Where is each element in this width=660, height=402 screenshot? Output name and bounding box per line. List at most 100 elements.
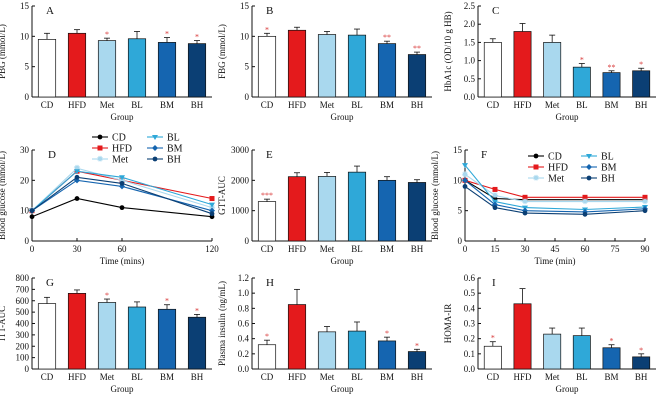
- x-tick-label: BL: [351, 100, 363, 110]
- x-tick-label: BH: [411, 372, 424, 382]
- panel-H: H 0.0 0.2 0.4 0.6 0.8 1.0 1.2 Plasma insulin (ng…: [217, 273, 432, 394]
- bar-BL: [127, 38, 147, 98]
- bar-BL: [572, 335, 591, 370]
- significance-mark: *: [105, 291, 109, 300]
- x-tick-label: HFD: [68, 372, 87, 382]
- y-tick-label: 2000: [231, 175, 250, 185]
- point-BL: [209, 202, 215, 208]
- legend-label-BL: BL: [601, 152, 614, 163]
- point-BL: [462, 163, 468, 169]
- series-line-BL: [31, 170, 213, 212]
- x-tick-label: BM: [380, 244, 394, 254]
- bar-BH: [187, 316, 207, 370]
- y-tick-label: 15: [240, 1, 250, 11]
- x-tick-label: BM: [604, 372, 618, 382]
- y-tick-label: 2.5: [464, 1, 476, 11]
- y-tick-label: 1000: [231, 206, 250, 216]
- bar-Met: [543, 42, 562, 98]
- panel-letter: F: [481, 149, 487, 161]
- y-axis-title: HOMA-IR: [443, 304, 453, 344]
- bar-HFD: [287, 29, 307, 98]
- x-tick-label: BL: [351, 372, 363, 382]
- panel-letter: B: [266, 5, 273, 17]
- x-axis-title: Group: [331, 384, 354, 394]
- x-tick-label: CD: [487, 100, 500, 110]
- legend-marker-HFD: [97, 145, 103, 151]
- y-tick-label: 0.2: [464, 334, 475, 344]
- y-tick-label: 3000: [231, 145, 250, 155]
- y-tick-label: 200: [16, 341, 30, 351]
- bar-BH: [632, 70, 651, 98]
- legend-marker-Met: ✹: [532, 173, 540, 183]
- point-BH: [642, 208, 648, 214]
- y-axis-title: FBG (mmol/L): [217, 24, 227, 79]
- significance-mark: *: [639, 346, 643, 355]
- panel-letter: E: [266, 149, 273, 161]
- bar-BM: [377, 179, 397, 242]
- y-tick-label: 15: [453, 145, 463, 155]
- panel-A: A 0 5 10 15 PBG (mmol/L) CD HFD * Met BL * BM * BH Grou…: [0, 1, 212, 122]
- y-tick-label: 0.3: [464, 319, 476, 329]
- y-tick-label: 0.6: [238, 319, 250, 329]
- point-CD: [74, 196, 80, 201]
- significance-mark: *: [580, 56, 584, 65]
- y-tick-label: 0.2: [238, 349, 249, 359]
- x-tick-label: BM: [604, 100, 618, 110]
- x-axis-title: Group: [111, 112, 134, 122]
- point-HFD: [642, 194, 648, 200]
- series-line-Met: [464, 173, 645, 203]
- y-tick-label: 1.2: [238, 273, 249, 283]
- panel-letter: A: [46, 5, 54, 17]
- y-tick-label: 1.0: [464, 56, 476, 66]
- x-tick-label: CD: [41, 372, 54, 382]
- y-tick-label: 0.5: [464, 288, 476, 298]
- legend-label-HFD: HFD: [112, 144, 132, 155]
- legend-marker-BH: [586, 175, 592, 181]
- panel-letter: D: [48, 149, 56, 161]
- bar-CD: [37, 303, 57, 370]
- y-tick-label: 0.1: [464, 349, 475, 359]
- x-tick-label: 0: [463, 244, 468, 254]
- x-tick-label: Met: [545, 372, 560, 382]
- point-Met: ✹: [641, 197, 649, 207]
- bar-BH: [407, 182, 427, 242]
- bar-BM: [377, 43, 397, 98]
- x-tick-label: CD: [41, 100, 54, 110]
- bar-CD: [483, 345, 502, 370]
- x-tick-label: BH: [635, 372, 648, 382]
- point-BH: [74, 174, 80, 180]
- y-tick-label: 300: [16, 330, 30, 340]
- point-CD: [119, 205, 125, 211]
- x-tick-label: HFD: [68, 100, 87, 110]
- point-BH: [119, 180, 125, 186]
- x-tick-label: BL: [131, 372, 143, 382]
- x-tick-label: 0: [30, 244, 35, 254]
- bar-BL: [347, 171, 367, 242]
- y-tick-label: 0: [25, 236, 30, 246]
- bar-HFD: [287, 304, 307, 370]
- point-Met: ✹: [73, 163, 81, 173]
- bar-BM: [602, 72, 621, 98]
- y-tick-label: 15: [20, 1, 30, 11]
- y-tick-label: 0: [25, 92, 30, 102]
- y-tick-label: 0: [458, 236, 463, 246]
- bar-Met: [317, 34, 337, 98]
- legend-marker-CD: [97, 134, 103, 140]
- legend-marker-BL: [152, 135, 158, 140]
- point-HFD: [492, 186, 498, 192]
- bar-BH: [407, 54, 427, 98]
- x-tick-label: HFD: [288, 372, 307, 382]
- bar-BH: [187, 43, 207, 98]
- y-tick-label: 0: [245, 236, 250, 246]
- y-tick-label: 800: [16, 273, 30, 283]
- y-tick-label: 5: [25, 62, 30, 72]
- significance-mark: *: [415, 341, 419, 350]
- bar-CD: [37, 39, 57, 98]
- point-Met: ✹: [461, 169, 469, 179]
- x-tick-label: BM: [160, 372, 174, 382]
- legend-label-BM: BM: [601, 163, 617, 174]
- x-tick-label: BL: [351, 244, 363, 254]
- x-tick-label: 45: [551, 244, 561, 254]
